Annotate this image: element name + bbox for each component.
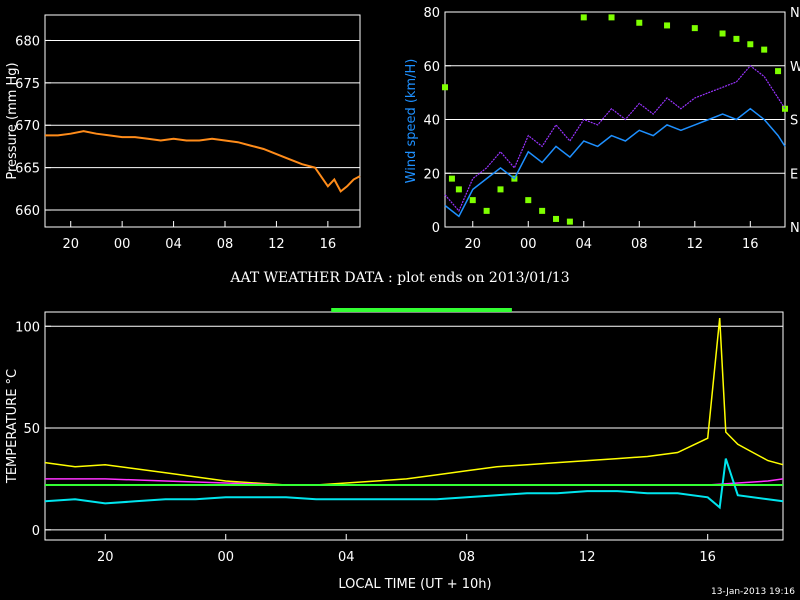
wind-direction-label: W	[790, 60, 800, 75]
temperature-yellow-line	[44, 318, 784, 486]
pressure-xtick-label: 20	[62, 237, 79, 252]
wind-direction-point	[782, 105, 788, 112]
pressure-ylabel: Pressure (mm Hg)	[5, 62, 20, 179]
wind-direction-point	[455, 186, 462, 193]
wind-direction-point	[747, 41, 754, 48]
wind-direction-point	[566, 218, 573, 225]
wind-panel: 0 20 40 60 80 20 00 04 08 12 16 N E S W N Wind speed …	[404, 6, 800, 252]
wind-ytick-label: 40	[423, 114, 440, 129]
pressure-series-line	[45, 130, 361, 193]
wind-ytick-label: 80	[423, 6, 440, 21]
temperature-xtick-label: 04	[338, 550, 355, 565]
pressure-ytick-label: 665	[15, 162, 40, 177]
wind-ylabel: Wind speed (km/H)	[404, 59, 419, 184]
wind-direction-point	[539, 207, 546, 214]
pressure-xtick-label: 12	[268, 237, 285, 252]
temperature-ylabel: TEMPERATURE °C	[5, 369, 20, 484]
wind-xtick-label: 00	[520, 237, 537, 252]
temperature-xlabel: LOCAL TIME (UT + 10h)	[338, 577, 491, 592]
chart-title: AAT WEATHER DATA : plot ends on 2013/01/…	[229, 270, 569, 286]
wind-direction-point	[664, 22, 671, 29]
temperature-cyan-line	[44, 458, 784, 510]
pressure-ytick-label: 670	[15, 119, 40, 134]
pressure-ytick-label: 660	[15, 204, 40, 219]
temperature-panel: 0 50 100 20 00 04 08 12 16 TEMPERATURE °C LOCAL…	[5, 308, 784, 592]
pressure-xtick-label: 00	[114, 237, 131, 252]
temperature-ytick-label: 100	[15, 320, 40, 335]
pressure-xtick-label: 08	[217, 237, 234, 252]
wind-xtick-label: 12	[687, 237, 704, 252]
temperature-xtick-label: 16	[699, 550, 716, 565]
wind-direction-point	[553, 215, 560, 222]
wind-xtick-label: 08	[631, 237, 648, 252]
wind-direction-label: E	[790, 167, 798, 182]
wind-direction-point	[719, 30, 726, 37]
pressure-ytick-label: 675	[15, 77, 40, 92]
temperature-xtick-label: 20	[97, 550, 114, 565]
wind-direction-point	[691, 25, 698, 32]
temperature-xtick-label: 00	[217, 550, 234, 565]
temperature-xtick-label: 08	[458, 550, 475, 565]
wind-direction-label: N	[790, 6, 800, 21]
pressure-plot-frame	[44, 14, 361, 228]
wind-ytick-label: 20	[423, 167, 440, 182]
wind-xtick-label: 16	[742, 237, 759, 252]
wind-ytick-label: 0	[432, 221, 440, 236]
wind-speed-series-line	[444, 107, 786, 218]
wind-direction-point	[775, 68, 782, 75]
wind-direction-label: N	[790, 221, 800, 236]
wind-direction-point	[580, 14, 587, 21]
wind-direction-point	[442, 84, 448, 91]
temperature-xtick-label: 12	[579, 550, 596, 565]
wind-direction-point	[636, 19, 643, 26]
wind-direction-point	[761, 46, 768, 53]
temperature-ytick-label: 50	[23, 422, 40, 437]
wind-direction-point	[608, 14, 615, 21]
wind-direction-point	[483, 207, 490, 214]
wind-direction-point	[448, 175, 455, 182]
wind-direction-label: S	[790, 114, 798, 129]
wind-direction-point	[733, 35, 740, 42]
wind-direction-point	[497, 186, 504, 193]
wind-xtick-label: 04	[576, 237, 593, 252]
pressure-xtick-label: 04	[165, 237, 182, 252]
pressure-ytick-label: 680	[15, 34, 40, 49]
temperature-ytick-label: 0	[32, 524, 40, 539]
pressure-xtick-label: 16	[320, 237, 337, 252]
timestamp: 13-Jan-2013 19:16	[711, 587, 795, 597]
temperature-plot-frame	[44, 311, 784, 541]
pressure-panel: 660 665 670 675 680 20 00 04 08 12 16 Pressure (m…	[5, 14, 361, 252]
wind-direction-point	[525, 197, 532, 204]
wind-xtick-label: 20	[464, 237, 481, 252]
wind-gust-series-line	[444, 64, 786, 213]
wind-ytick-label: 60	[423, 60, 440, 75]
wind-direction-point	[469, 197, 476, 204]
